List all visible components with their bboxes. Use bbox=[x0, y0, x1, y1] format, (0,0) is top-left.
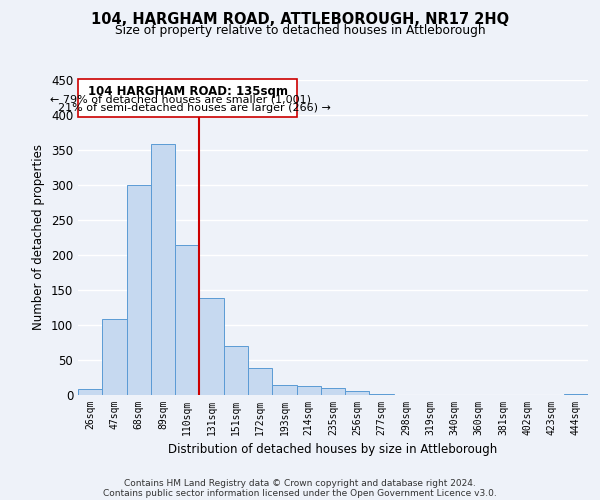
Text: Contains public sector information licensed under the Open Government Licence v3: Contains public sector information licen… bbox=[103, 488, 497, 498]
Text: 104 HARGHAM ROAD: 135sqm: 104 HARGHAM ROAD: 135sqm bbox=[88, 85, 287, 98]
FancyBboxPatch shape bbox=[79, 80, 296, 117]
Bar bbox=[224, 346, 248, 395]
Bar bbox=[151, 144, 175, 395]
Bar bbox=[272, 384, 296, 395]
Text: 104, HARGHAM ROAD, ATTLEBOROUGH, NR17 2HQ: 104, HARGHAM ROAD, ATTLEBOROUGH, NR17 2H… bbox=[91, 12, 509, 28]
Bar bbox=[78, 390, 102, 395]
Bar bbox=[102, 320, 127, 395]
X-axis label: Distribution of detached houses by size in Attleborough: Distribution of detached houses by size … bbox=[169, 444, 497, 456]
Text: ← 79% of detached houses are smaller (1,001): ← 79% of detached houses are smaller (1,… bbox=[50, 94, 311, 104]
Bar bbox=[564, 394, 588, 395]
Bar bbox=[248, 368, 272, 395]
Bar bbox=[127, 185, 151, 395]
Text: Contains HM Land Registry data © Crown copyright and database right 2024.: Contains HM Land Registry data © Crown c… bbox=[124, 478, 476, 488]
Bar bbox=[370, 394, 394, 395]
Bar bbox=[345, 391, 370, 395]
Text: 21% of semi-detached houses are larger (266) →: 21% of semi-detached houses are larger (… bbox=[58, 103, 331, 113]
Bar bbox=[199, 298, 224, 395]
Y-axis label: Number of detached properties: Number of detached properties bbox=[32, 144, 46, 330]
Bar bbox=[175, 244, 199, 395]
Text: Size of property relative to detached houses in Attleborough: Size of property relative to detached ho… bbox=[115, 24, 485, 37]
Bar bbox=[296, 386, 321, 395]
Bar bbox=[321, 388, 345, 395]
